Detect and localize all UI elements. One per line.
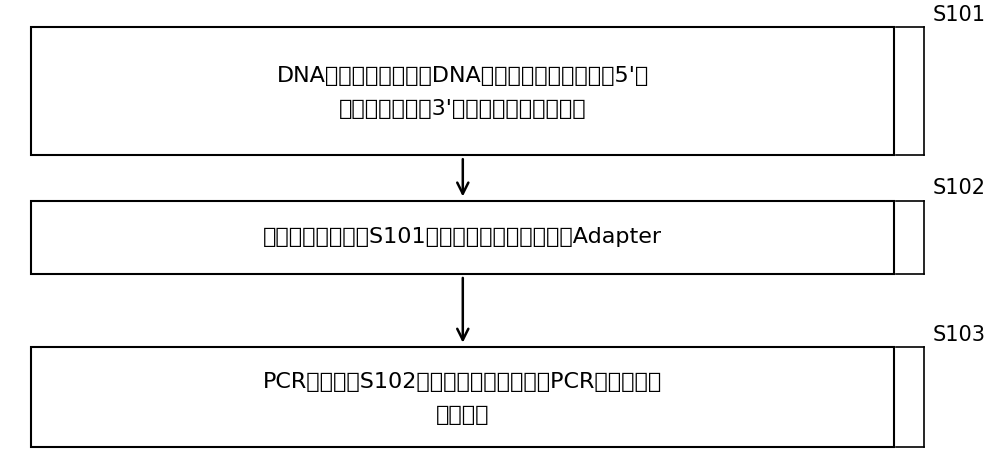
Text: S102: S102 [932, 178, 985, 198]
Text: PCR扩增：将S102中的接头连接产物进行PCR扩增，形成: PCR扩增：将S102中的接头连接产物进行PCR扩增，形成 [263, 373, 662, 392]
Text: S101: S101 [932, 5, 985, 25]
Text: 特定接头连接：将S101中的末端修复产物连接上Adapter: 特定接头连接：将S101中的末端修复产物连接上Adapter [263, 227, 662, 247]
Bar [31, 347, 894, 447]
Bar [31, 27, 894, 155]
Text: DNA片段末端修复：将DNA片段进行末端修复并在5'端: DNA片段末端修复：将DNA片段进行末端修复并在5'端 [277, 66, 649, 86]
Text: 测序文库: 测序文库 [436, 405, 490, 425]
Bar [31, 201, 894, 274]
Text: S103: S103 [932, 325, 985, 345]
Text: 进行磷酸化和向3'端末尾加上腺嘌呤尾巴: 进行磷酸化和向3'端末尾加上腺嘌呤尾巴 [339, 99, 587, 119]
